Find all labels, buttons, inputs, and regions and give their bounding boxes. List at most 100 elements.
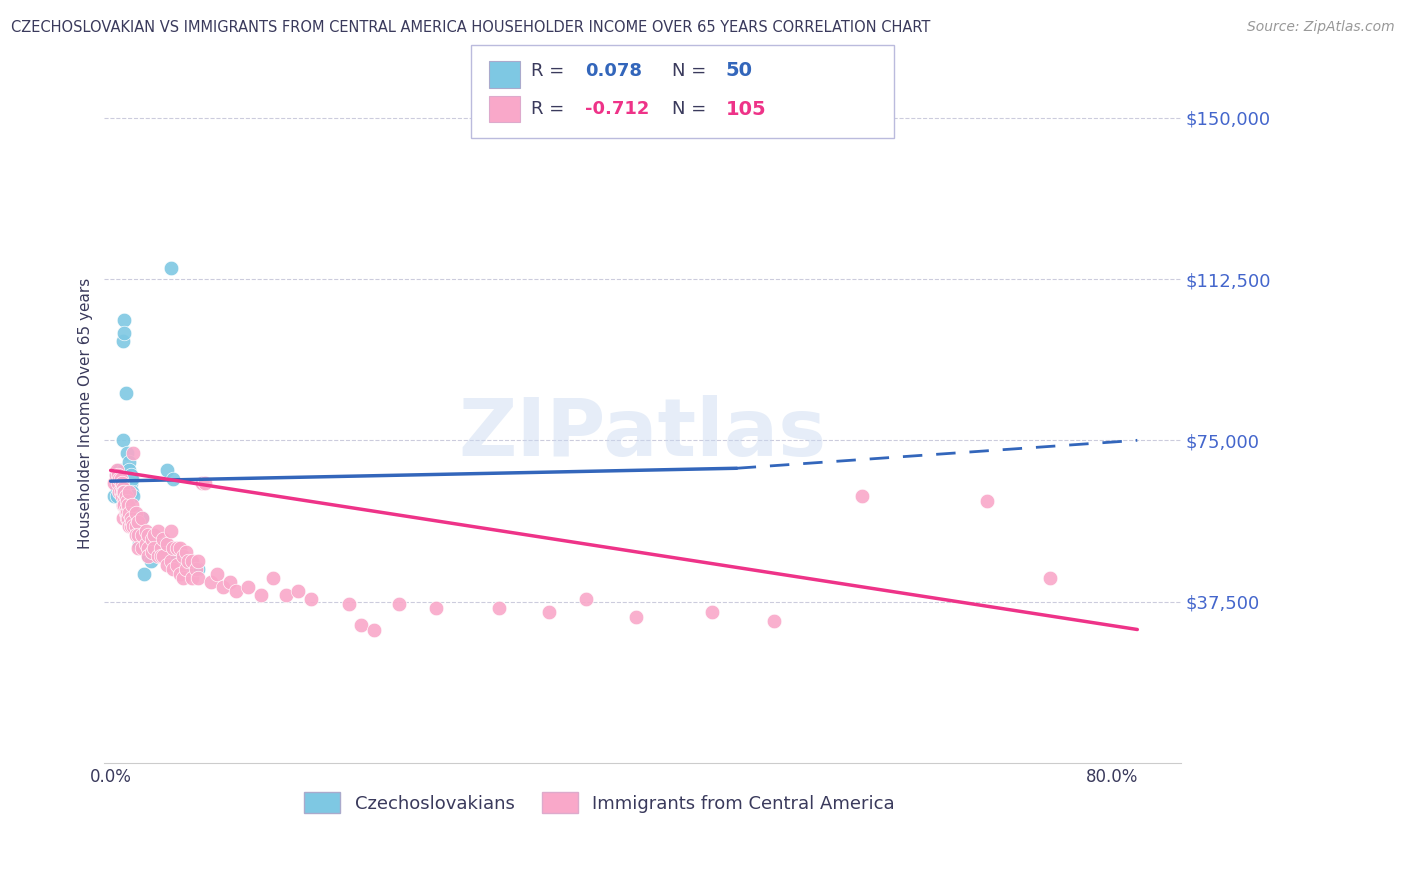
Point	[104, 467, 127, 482]
Point	[700, 605, 723, 619]
Point	[107, 467, 129, 482]
Point	[107, 476, 129, 491]
Point	[162, 562, 184, 576]
Point	[110, 476, 132, 491]
Point	[156, 558, 179, 572]
Point	[156, 536, 179, 550]
Point	[152, 536, 174, 550]
Point	[172, 549, 194, 564]
Point	[166, 558, 188, 572]
Point	[118, 507, 141, 521]
Point	[136, 528, 159, 542]
Point	[262, 571, 284, 585]
Point	[117, 510, 139, 524]
Point	[132, 532, 155, 546]
Point	[250, 588, 273, 602]
Point	[111, 489, 134, 503]
Legend: Czechoslovakians, Immigrants from Central America: Czechoslovakians, Immigrants from Centra…	[297, 785, 903, 820]
Point	[238, 580, 260, 594]
Point	[174, 545, 197, 559]
Point	[105, 481, 128, 495]
Point	[187, 554, 209, 568]
Point	[135, 536, 157, 550]
Point	[108, 463, 131, 477]
Point	[388, 597, 411, 611]
Point	[107, 467, 129, 482]
Point	[112, 481, 135, 495]
Point	[136, 549, 159, 564]
Point	[159, 261, 181, 276]
Point	[117, 467, 139, 482]
Point	[136, 541, 159, 555]
Point	[174, 562, 197, 576]
Point	[139, 554, 162, 568]
Point	[287, 583, 309, 598]
Point	[122, 489, 145, 503]
Point	[125, 519, 148, 533]
Point	[110, 484, 132, 499]
Point	[112, 463, 135, 477]
Point	[174, 554, 197, 568]
Text: N =: N =	[672, 62, 711, 80]
Point	[851, 489, 873, 503]
Point	[118, 455, 141, 469]
Point	[136, 549, 159, 564]
Point	[117, 498, 139, 512]
Point	[120, 519, 142, 533]
Point	[103, 489, 125, 503]
Point	[225, 583, 247, 598]
Point	[124, 510, 146, 524]
Point	[118, 484, 141, 499]
Point	[205, 566, 228, 581]
Point	[111, 476, 134, 491]
Point	[141, 532, 163, 546]
Point	[104, 467, 127, 482]
Point	[125, 528, 148, 542]
Point	[187, 562, 209, 576]
Point	[115, 446, 138, 460]
Point	[143, 541, 166, 555]
Point	[114, 386, 136, 401]
Point	[112, 313, 135, 327]
Point	[166, 541, 188, 555]
Point	[115, 493, 138, 508]
Point	[120, 510, 142, 524]
Point	[120, 476, 142, 491]
Point	[131, 541, 153, 555]
Point	[112, 472, 135, 486]
Point	[112, 498, 135, 512]
Text: ZIPatlas: ZIPatlas	[458, 395, 827, 474]
Text: N =: N =	[672, 101, 711, 119]
Point	[488, 601, 510, 615]
Text: R =: R =	[531, 101, 571, 119]
Point	[127, 515, 149, 529]
Point	[112, 484, 135, 499]
Point	[108, 484, 131, 499]
Point	[181, 558, 204, 572]
Point	[169, 566, 191, 581]
Point	[135, 524, 157, 538]
Point	[148, 541, 170, 555]
Point	[181, 571, 204, 585]
Point	[112, 334, 135, 349]
Point	[125, 524, 148, 538]
Point	[134, 566, 156, 581]
Point	[108, 481, 131, 495]
Point	[152, 532, 174, 546]
Text: 50: 50	[725, 62, 752, 80]
Point	[112, 434, 135, 448]
Point	[193, 476, 215, 491]
Point	[626, 609, 648, 624]
Point	[149, 549, 172, 564]
Point	[118, 463, 141, 477]
Point	[212, 580, 235, 594]
Y-axis label: Householder Income Over 65 years: Householder Income Over 65 years	[79, 277, 93, 549]
Point	[181, 554, 204, 568]
Point	[350, 618, 373, 632]
Point	[162, 541, 184, 555]
Point	[103, 476, 125, 491]
Point	[110, 472, 132, 486]
Point	[114, 489, 136, 503]
Point	[148, 549, 170, 564]
Text: Source: ZipAtlas.com: Source: ZipAtlas.com	[1247, 20, 1395, 34]
